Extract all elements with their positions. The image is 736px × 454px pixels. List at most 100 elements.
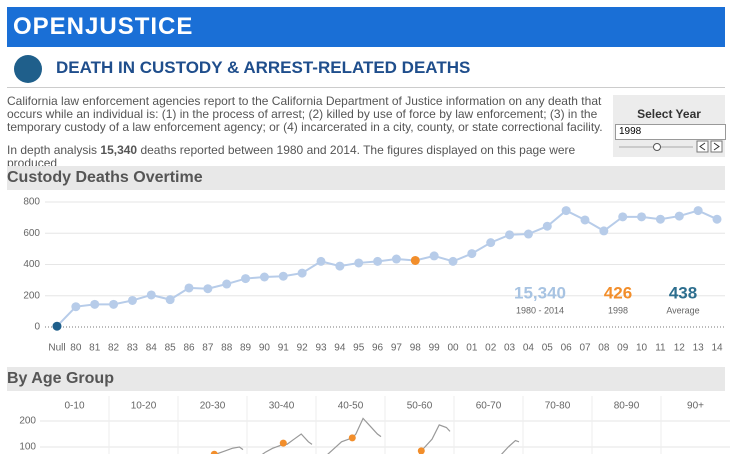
slider[interactable] [613, 139, 725, 155]
point [693, 206, 703, 216]
x-tick-label: 03 [504, 343, 516, 354]
x-tick-label: 01 [466, 343, 478, 354]
point [448, 256, 458, 266]
point [618, 212, 628, 222]
x-tick-label: 85 [165, 343, 177, 354]
point [655, 214, 665, 224]
x-tick-label: 91 [278, 343, 290, 354]
stat-value: 15,340 [514, 283, 566, 302]
x-tick-label: 89 [240, 343, 252, 354]
x-tick-label: 04 [523, 343, 535, 354]
next-button[interactable] [710, 140, 723, 153]
point [599, 226, 609, 236]
x-tick-label: 86 [183, 343, 195, 354]
x-tick-label: 80 [70, 343, 82, 354]
panel-label: 0-10 [64, 401, 84, 412]
x-tick-label: 05 [542, 343, 554, 354]
y-tick-label: 800 [23, 197, 40, 208]
total: 15,340 [100, 143, 138, 157]
point [52, 321, 62, 331]
x-tick-label: 92 [297, 343, 309, 354]
x-tick-label: 93 [315, 343, 327, 354]
point [222, 279, 232, 289]
stat-label: Average [666, 305, 699, 315]
point [184, 283, 194, 293]
x-tick-label: 09 [617, 343, 629, 354]
y-tick-label: 200 [19, 416, 36, 427]
prev-arrow [699, 142, 706, 151]
panel-label: 70-80 [545, 401, 571, 412]
x-tick-label: 11 [655, 343, 666, 354]
point [259, 272, 269, 282]
panel-label: 90+ [687, 401, 704, 412]
point [561, 206, 571, 216]
panel-label: 40-50 [338, 401, 364, 412]
point [429, 251, 439, 261]
prev-button[interactable] [696, 140, 709, 153]
point [165, 295, 175, 305]
point [542, 221, 552, 231]
point [505, 230, 515, 240]
x-tick-label: 02 [485, 343, 497, 354]
y-tick-label: 600 [23, 228, 40, 239]
section-header: Custody Deaths Overtime [7, 166, 725, 190]
x-tick-label: 95 [353, 343, 365, 354]
point [203, 284, 213, 294]
point [712, 214, 722, 224]
section-header: By Age Group [7, 367, 725, 391]
point [674, 211, 684, 221]
x-tick-label: 98 [410, 343, 422, 354]
point [467, 249, 477, 259]
panel-label: 80-90 [614, 401, 640, 412]
point [486, 238, 496, 248]
point [373, 256, 383, 266]
x-tick-label: 14 [711, 343, 723, 354]
selector-label: Select Year [637, 107, 701, 121]
y-tick-label: 200 [23, 290, 40, 301]
highlight-point [279, 439, 287, 447]
slider-thumb[interactable] [653, 143, 661, 151]
icon [14, 55, 42, 83]
age-line [500, 439, 520, 454]
divider [7, 87, 725, 88]
x-tick-label: 12 [674, 343, 686, 354]
x-tick-label: 08 [598, 343, 610, 354]
next-arrow [713, 142, 720, 151]
x-tick-label: 83 [127, 343, 139, 354]
intro: California law enforcement agencies repo… [7, 94, 603, 134]
panel-label: 20-30 [200, 401, 226, 412]
point [241, 274, 251, 284]
point [316, 256, 326, 266]
year-input[interactable]: 1998 [615, 124, 726, 140]
point [109, 299, 119, 309]
logo[interactable]: OPENJUSTICE [7, 7, 725, 47]
point [354, 258, 364, 268]
point [127, 295, 137, 305]
panel-label: 30-40 [269, 401, 295, 412]
point [146, 290, 156, 300]
stat-label: 1998 [608, 305, 628, 315]
y-tick-label: 0 [34, 322, 40, 333]
x-tick-label: 81 [89, 343, 101, 354]
x-tick-label: 99 [429, 343, 441, 354]
point [410, 255, 420, 265]
year-selector: Select Year 1998 [613, 95, 726, 157]
y-tick-label: 400 [23, 259, 40, 270]
x-tick-label: 90 [259, 343, 271, 354]
x-tick-label: 13 [693, 343, 705, 354]
panel-label: 10-20 [131, 401, 157, 412]
point [335, 261, 345, 271]
x-tick-label: 82 [108, 343, 120, 354]
point [90, 299, 100, 309]
x-tick-label: 00 [447, 343, 459, 354]
x-tick-label: 10 [636, 343, 648, 354]
x-tick-label: 96 [372, 343, 384, 354]
x-tick-label: 87 [202, 343, 214, 354]
stat-value: 426 [604, 283, 632, 302]
x-tick-label: 88 [221, 343, 233, 354]
point [391, 254, 401, 264]
x-tick-label: 84 [146, 343, 158, 354]
point [523, 229, 533, 239]
